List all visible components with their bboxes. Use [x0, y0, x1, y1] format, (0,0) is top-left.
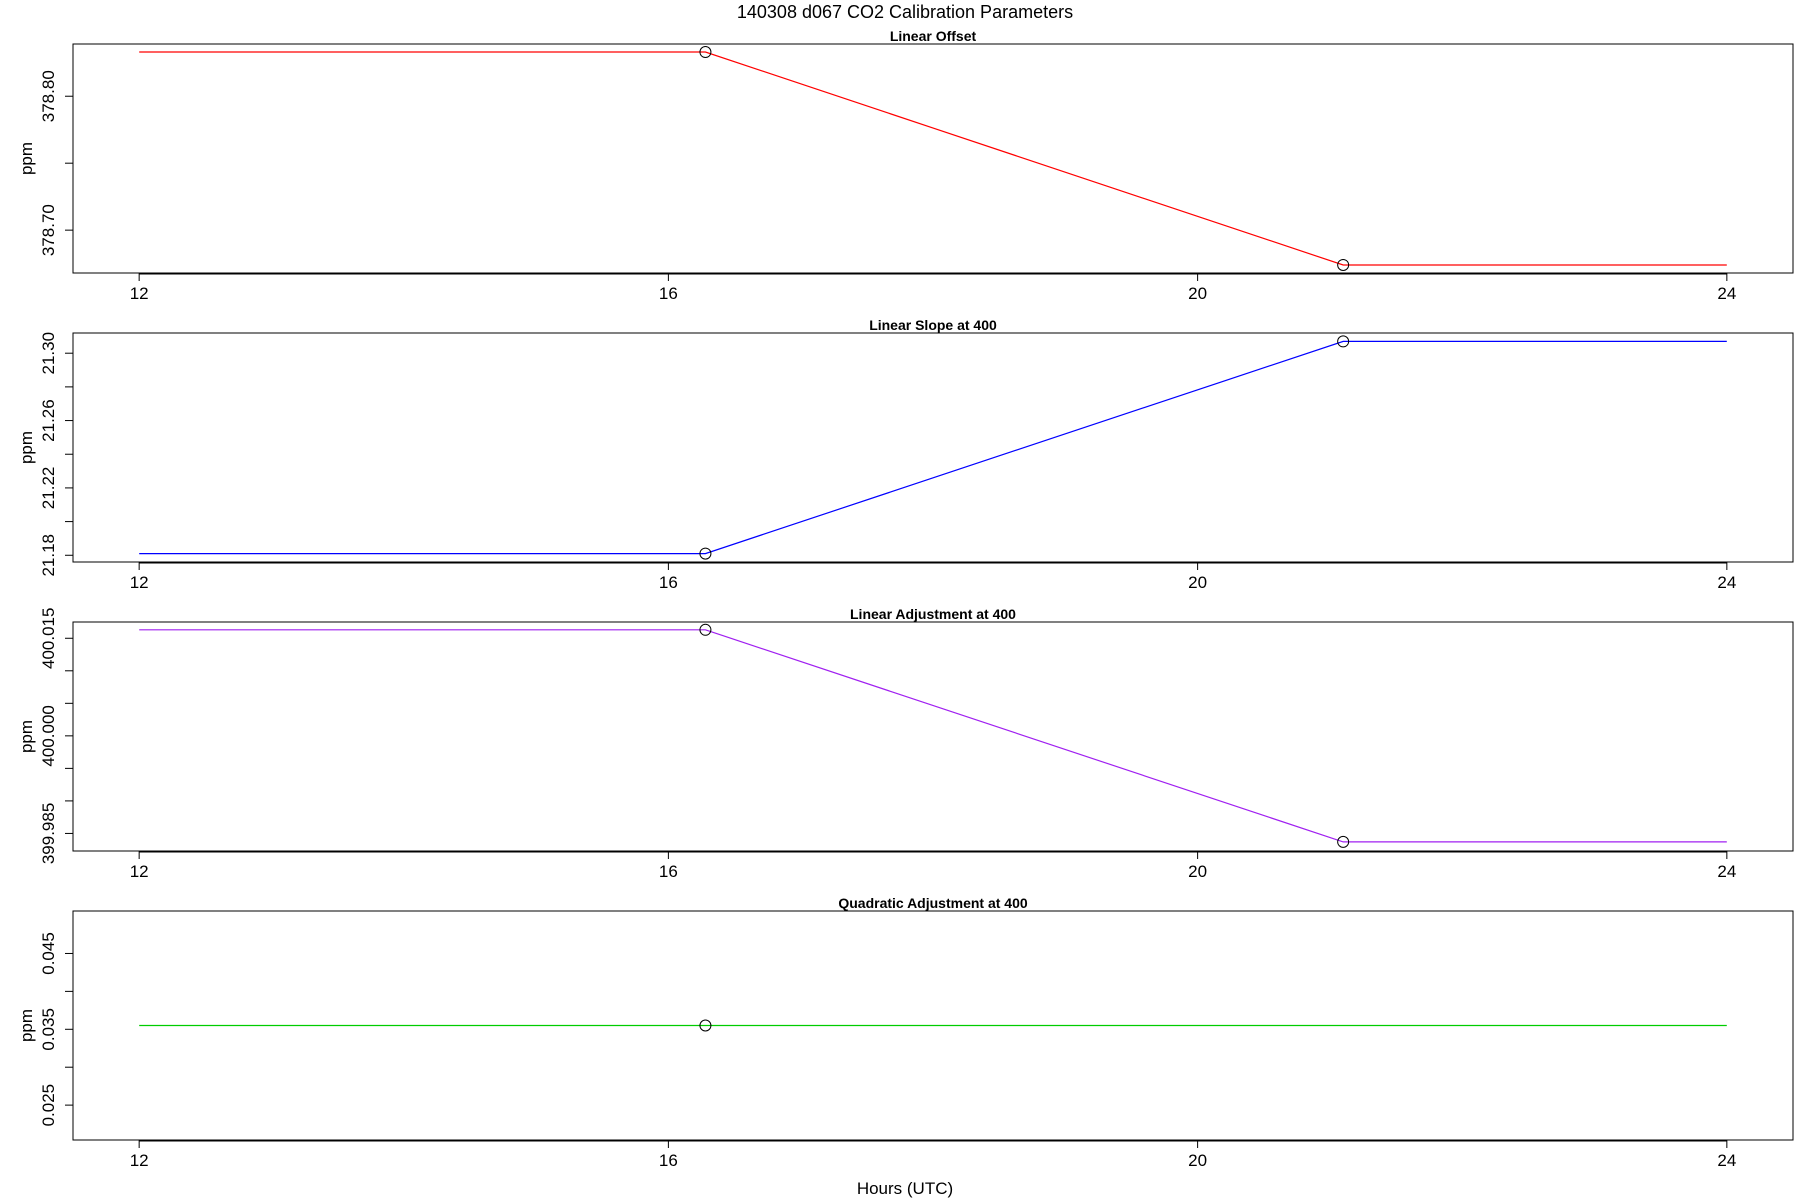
plot-frame — [72, 43, 1794, 274]
x-tick-label: 20 — [1188, 573, 1207, 592]
data-point-marker — [1337, 835, 1350, 848]
x-tick-label: 16 — [659, 284, 678, 303]
x-axis-label: Hours (UTC) — [857, 1179, 953, 1198]
x-tick-label: 20 — [1188, 1151, 1207, 1170]
data-point-marker — [699, 46, 712, 59]
panel-title: Linear Slope at 400 — [869, 317, 997, 333]
x-tick-label: 20 — [1188, 284, 1207, 303]
plot-frame — [72, 910, 1794, 1141]
plot-frame — [72, 332, 1794, 563]
x-tick-label: 12 — [130, 284, 149, 303]
data-point-marker — [1337, 335, 1350, 348]
y-axis-label: ppm — [17, 142, 36, 175]
panel-2: Linear Slope at 400 12 16 20 24 21.18 21.22 21.… — [17, 317, 1794, 592]
y-tick-label: 21.22 — [39, 467, 58, 510]
x-tick-label: 24 — [1717, 862, 1736, 881]
plot-frame — [72, 621, 1794, 852]
panel-title: Quadratic Adjustment at 400 — [838, 895, 1028, 911]
panel-title: Linear Adjustment at 400 — [850, 606, 1016, 622]
y-tick-label: 0.045 — [39, 932, 58, 975]
x-tick-label: 16 — [659, 1151, 678, 1170]
data-point-marker — [699, 547, 712, 560]
series-line — [139, 340, 1727, 555]
x-tick-label: 12 — [130, 862, 149, 881]
y-tick-label: 21.30 — [39, 332, 58, 375]
y-tick-label: 378.80 — [39, 70, 58, 122]
panel-3: Linear Adjustment at 400 12 16 20 24 399.985 4… — [17, 606, 1794, 881]
panel-4: Quadratic Adjustment at 400 12 16 20 24 0.025… — [17, 895, 1794, 1170]
y-axis-label: ppm — [17, 431, 36, 464]
x-tick-label: 24 — [1717, 573, 1736, 592]
y-tick-label: 378.70 — [39, 204, 58, 256]
y-tick-label: 400.015 — [39, 608, 58, 669]
y-tick-label: 399.985 — [39, 803, 58, 864]
data-point-marker — [699, 1019, 712, 1032]
x-tick-label: 12 — [130, 573, 149, 592]
x-tick-label: 24 — [1717, 284, 1736, 303]
x-tick-label: 16 — [659, 573, 678, 592]
panel-1: Linear Offset 12 16 20 24 378.70 378.80 ppm — [17, 28, 1794, 303]
data-point-marker — [699, 623, 712, 636]
y-tick-label: 0.025 — [39, 1084, 58, 1127]
series-line — [139, 629, 1727, 843]
y-axis-label: ppm — [17, 720, 36, 753]
y-axis-label: ppm — [17, 1009, 36, 1042]
x-tick-label: 24 — [1717, 1151, 1736, 1170]
series-line — [139, 51, 1727, 266]
y-tick-label: 0.035 — [39, 1008, 58, 1051]
data-point-marker — [1337, 258, 1350, 271]
x-tick-label: 16 — [659, 862, 678, 881]
y-tick-label: 400.000 — [39, 705, 58, 766]
y-tick-label: 21.18 — [39, 534, 58, 577]
x-tick-label: 20 — [1188, 862, 1207, 881]
x-tick-label: 12 — [130, 1151, 149, 1170]
figure-title: 140308 d067 CO2 Calibration Parameters — [737, 2, 1073, 22]
y-tick-label: 21.26 — [39, 399, 58, 442]
panel-title: Linear Offset — [890, 28, 977, 44]
